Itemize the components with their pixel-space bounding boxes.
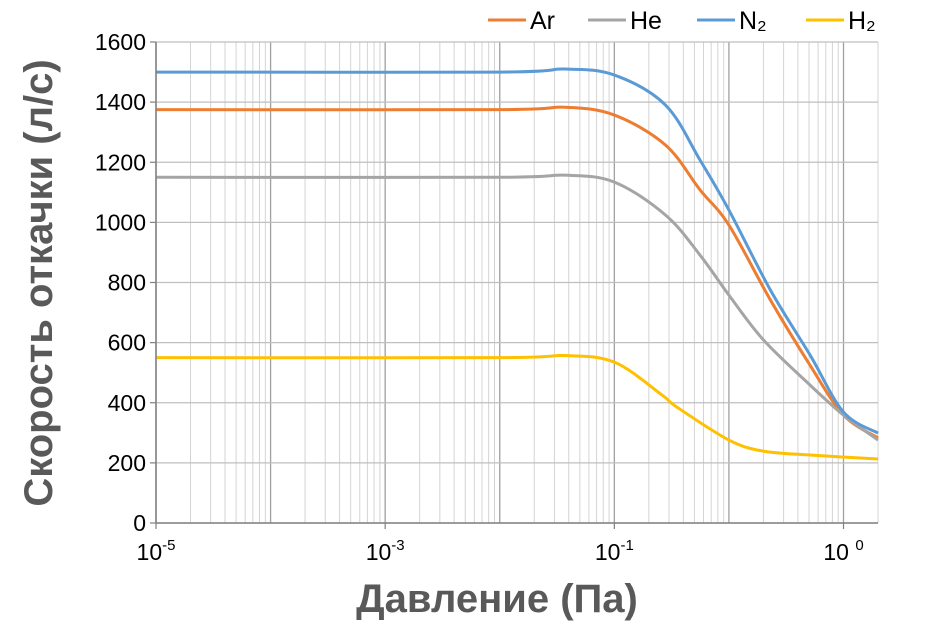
x-tick-base: 10	[137, 539, 163, 565]
series-lines	[155, 67, 879, 461]
y-tick-label: 600	[108, 330, 146, 356]
series-line-n	[155, 67, 879, 435]
y-tick-label: 1400	[95, 89, 146, 115]
x-tick-exponent: -3	[391, 537, 404, 554]
y-tick-label: 1600	[95, 29, 146, 55]
x-tick-label: 10 0	[823, 537, 863, 565]
legend-label: H₂	[848, 7, 876, 35]
x-tick-exponent: -5	[162, 537, 175, 554]
x-tick-exponent: -1	[620, 537, 633, 554]
x-tick-exponent: 0	[855, 537, 863, 554]
x-tick-base: 10	[823, 539, 855, 565]
series-line-h	[155, 353, 879, 461]
series-line-ar	[155, 105, 879, 440]
y-tick-label: 1200	[95, 149, 146, 175]
grid	[155, 41, 879, 524]
legend-label: Ar	[530, 7, 555, 35]
y-axis-label: Скорость откачки (л/с)	[17, 59, 61, 506]
y-tick-label: 400	[108, 390, 146, 416]
x-tick-label: 10-1	[595, 537, 634, 565]
series-line-he	[155, 173, 879, 442]
y-tick-label: 800	[108, 270, 146, 296]
x-tick-label: 10-5	[137, 537, 176, 565]
y-tick-label: 0	[133, 510, 146, 536]
x-tick-base: 10	[366, 539, 392, 565]
x-tick-label: 10-3	[366, 537, 405, 565]
y-tick-label: 1000	[95, 209, 146, 235]
legend: Ar He N₂ H₂	[488, 7, 876, 35]
x-axis-label: Давление (Па)	[356, 577, 638, 621]
x-tick-base: 10	[595, 539, 621, 565]
legend-label: N₂	[739, 7, 767, 35]
legend-label: He	[630, 7, 662, 35]
y-tick-label: 200	[108, 450, 146, 476]
